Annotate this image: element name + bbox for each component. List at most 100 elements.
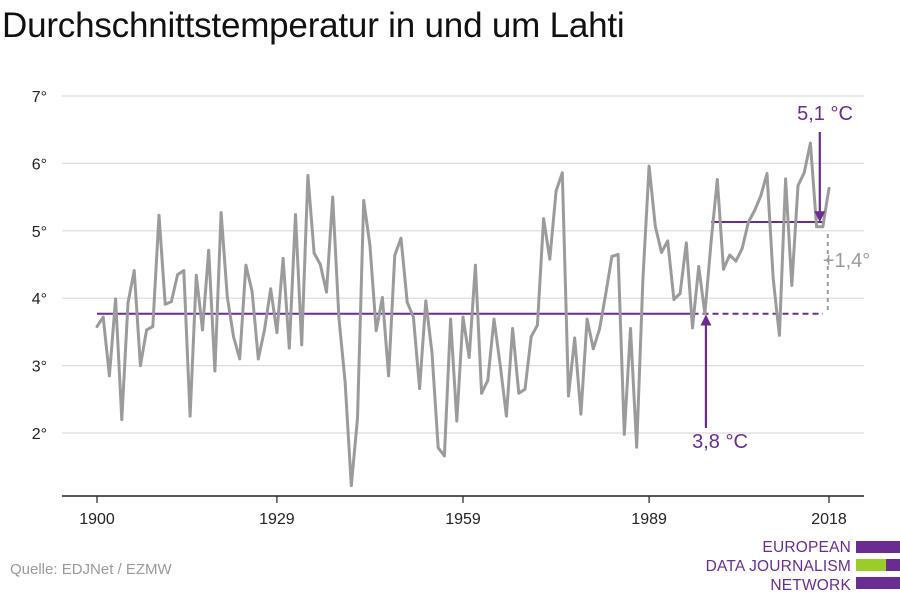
data-point-1955 — [436, 446, 440, 450]
data-point-1917 — [201, 328, 204, 332]
data-point-1907 — [139, 364, 142, 367]
logo-bar-green — [856, 559, 886, 571]
data-point-1985 — [622, 432, 626, 436]
data-point-1948 — [393, 253, 397, 257]
logo-line-3: NETWORK — [770, 577, 851, 594]
data-point-1939 — [337, 316, 341, 320]
data-point-1927 — [263, 328, 266, 332]
data-point-1994 — [678, 292, 682, 295]
data-point-1960 — [467, 356, 471, 359]
data-point-2006 — [753, 209, 756, 212]
annotation-difference: +1,4° — [823, 250, 870, 272]
data-point-1998 — [703, 312, 707, 316]
data-point-1992 — [666, 239, 670, 243]
annotation-label-recent: 5,1 °C — [797, 103, 853, 125]
data-point-2015 — [808, 141, 812, 145]
data-point-1981 — [598, 327, 601, 331]
data-point-1987 — [635, 445, 639, 449]
data-point-1920 — [219, 211, 223, 215]
logo-line-1: EUROPEAN — [762, 539, 851, 556]
data-point-1901 — [101, 315, 105, 319]
data-point-1966 — [505, 414, 508, 418]
data-point-1913 — [176, 273, 180, 277]
data-point-1986 — [629, 327, 632, 330]
data-point-1934 — [306, 174, 310, 177]
data-point-1905 — [126, 301, 130, 305]
data-point-1950 — [405, 300, 409, 304]
data-point-1923 — [238, 357, 242, 361]
data-point-2012 — [790, 283, 794, 287]
data-point-1989 — [647, 164, 651, 168]
data-point-1969 — [523, 387, 527, 391]
x-tick-label-1989: 1989 — [631, 511, 667, 528]
y-tick-label-4: 4° — [32, 291, 47, 308]
source-note: Quelle: EDJNet / EZMW — [10, 561, 172, 578]
annotation-label-baseline: 3,8 °C — [692, 431, 748, 453]
x-tick-label-1929: 1929 — [259, 511, 295, 528]
data-point-1940 — [343, 380, 347, 384]
data-point-1957 — [449, 317, 452, 321]
data-point-1928 — [269, 287, 273, 291]
data-point-1984 — [616, 252, 620, 256]
data-point-2004 — [740, 246, 744, 250]
data-point-1938 — [331, 195, 335, 199]
data-point-2018 — [827, 186, 831, 190]
data-point-1911 — [163, 302, 167, 306]
data-point-1900 — [95, 325, 99, 328]
data-point-2011 — [784, 177, 787, 181]
data-point-1937 — [325, 290, 328, 294]
data-point-1947 — [387, 374, 390, 378]
data-point-1945 — [374, 329, 378, 332]
data-point-2009 — [771, 277, 775, 281]
data-point-1973 — [548, 257, 552, 261]
data-point-1916 — [194, 273, 198, 277]
data-point-1990 — [653, 224, 657, 228]
data-point-1909 — [151, 325, 155, 328]
data-point-1944 — [368, 243, 372, 247]
data-point-1935 — [312, 251, 316, 255]
data-point-1942 — [356, 416, 359, 420]
data-point-1999 — [709, 240, 713, 243]
data-point-2003 — [734, 259, 738, 263]
data-point-1952 — [418, 387, 421, 390]
data-point-1932 — [294, 213, 297, 217]
chart-title: Durchschnittstemperatur in und um Lahti — [2, 6, 625, 45]
data-point-1982 — [604, 292, 608, 296]
data-point-1936 — [318, 263, 322, 266]
data-point-1972 — [542, 217, 546, 221]
data-point-1910 — [157, 213, 161, 217]
data-point-1976 — [567, 394, 570, 398]
data-point-2014 — [802, 171, 806, 175]
y-tick-label-7: 7° — [32, 89, 47, 106]
data-point-1964 — [492, 317, 496, 321]
data-point-1979 — [585, 317, 589, 321]
data-point-1946 — [380, 296, 384, 299]
data-point-2013 — [796, 184, 800, 188]
data-point-1980 — [591, 347, 595, 351]
x-tick-label-1959: 1959 — [445, 511, 481, 528]
data-point-1963 — [486, 379, 490, 382]
data-point-1919 — [213, 369, 217, 373]
logo-bar-purple-2 — [856, 577, 900, 589]
data-point-1977 — [573, 336, 577, 340]
data-point-1988 — [641, 277, 645, 281]
data-point-1959 — [461, 315, 465, 319]
data-point-1974 — [554, 189, 558, 193]
y-tick-label-6: 6° — [32, 156, 47, 173]
x-tick-label-2018: 2018 — [811, 511, 847, 528]
y-tick-label-3: 3° — [32, 359, 47, 376]
y-tick-label-5: 5° — [32, 224, 47, 241]
data-point-2016 — [815, 225, 818, 229]
data-point-1906 — [132, 269, 136, 272]
logo-bar-purple-tail — [886, 559, 900, 571]
data-point-1914 — [182, 269, 186, 272]
data-point-2017 — [821, 225, 825, 229]
data-point-1924 — [244, 263, 248, 267]
x-tick-label-1900: 1900 — [79, 511, 115, 528]
data-point-1943 — [362, 199, 366, 202]
data-point-1968 — [517, 391, 521, 395]
data-point-1918 — [207, 248, 211, 252]
data-point-1951 — [411, 315, 415, 319]
edjnet-logo: EUROPEAN DATA JOURNALISM NETWORK — [700, 540, 900, 596]
data-point-2002 — [728, 253, 732, 257]
